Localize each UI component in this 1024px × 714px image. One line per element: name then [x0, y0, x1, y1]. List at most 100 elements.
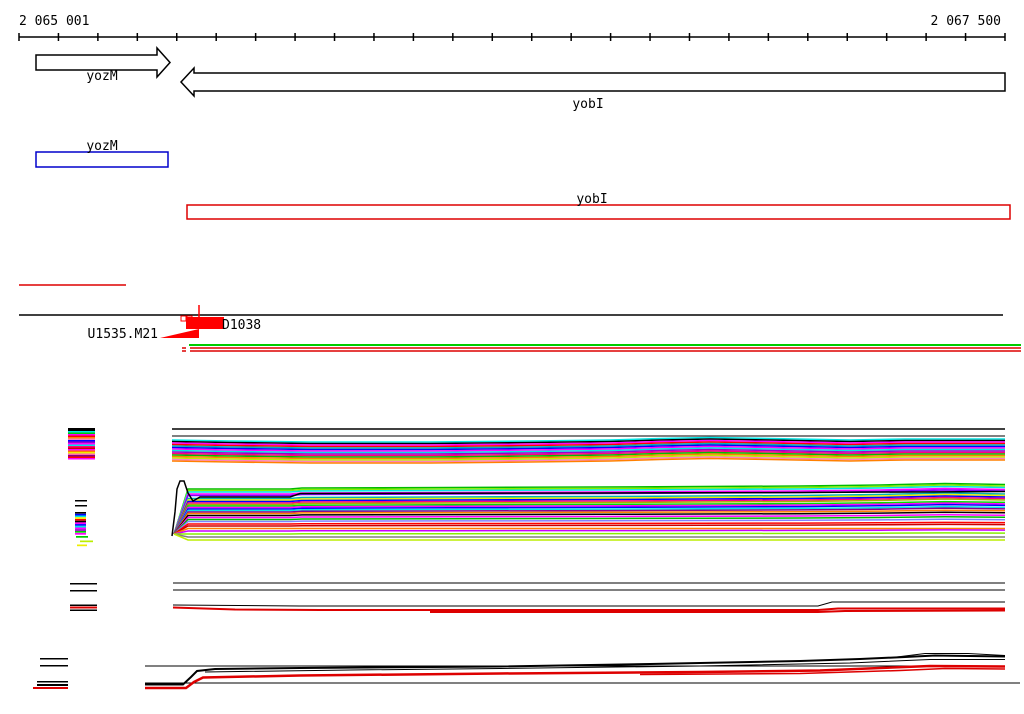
offscale-marker [68, 458, 95, 460]
offscale-marker [68, 428, 95, 430]
offscale-marker [68, 453, 95, 455]
offscale-marker [68, 435, 95, 437]
offscale-marker [75, 529, 86, 531]
profile-line [171, 436, 1005, 443]
profile-line [171, 454, 1005, 461]
profile-line [173, 500, 1006, 535]
probe-d1038-block[interactable] [186, 317, 224, 329]
offscale-marker [68, 455, 95, 457]
offscale-marker [75, 533, 86, 535]
profile-line [171, 451, 1005, 458]
profile-line [173, 493, 1006, 535]
profile-line [171, 439, 1005, 446]
offscale-marker [75, 525, 86, 528]
profile-line [173, 527, 1005, 535]
offscale-marker [75, 500, 87, 502]
offscale-marker [70, 606, 97, 609]
offscale-marker [75, 515, 86, 518]
gene-box-yozM[interactable] [35, 151, 169, 168]
profile-line [173, 533, 1005, 538]
offscale-marker [37, 684, 68, 686]
expression-track-4 [33, 653, 1020, 690]
profile-line [173, 482, 1006, 535]
profile-line [173, 503, 1006, 535]
profile-line [173, 498, 1006, 535]
offscale-marker [68, 443, 95, 445]
profile-line [171, 447, 1005, 454]
probe-u1535-label: U1535.M21 [88, 327, 158, 342]
profile-line [896, 653, 1006, 658]
profile-line [171, 441, 1005, 448]
offscale-marker [75, 517, 86, 519]
yozm-box-label: yozM [86, 139, 117, 154]
offscale-marker [40, 665, 68, 667]
ruler-start-label: 2 065 001 [19, 14, 89, 29]
offscale-marker [70, 583, 97, 585]
profile-line [173, 533, 1005, 541]
offscale-marker [80, 540, 93, 543]
offscale-marker [68, 432, 95, 434]
profile-line [173, 529, 1006, 535]
offscale-marker [75, 505, 87, 507]
offscale-marker [76, 536, 88, 538]
profile-line [145, 654, 1006, 686]
offscale-marker [68, 456, 95, 458]
offscale-marker [68, 440, 95, 442]
profile-line [173, 511, 1006, 535]
profile-line [145, 664, 1006, 690]
profile-line [171, 450, 1005, 457]
profile-line [174, 532, 1006, 535]
gene-box-yobI[interactable] [186, 204, 1011, 220]
offscale-marker [37, 681, 68, 683]
profile-line [204, 659, 1005, 673]
offscale-marker [68, 447, 95, 449]
profile-line [173, 518, 1006, 535]
profile-line [171, 448, 1005, 455]
offscale-marker [75, 520, 86, 523]
offscale-marker [75, 519, 86, 521]
profile-line [173, 507, 1006, 535]
plot-paint-layer [18, 33, 1021, 690]
offscale-marker [75, 522, 86, 525]
profile-line [171, 456, 1005, 463]
offscale-marker [68, 452, 95, 454]
offscale-marker [68, 444, 95, 446]
profile-line [639, 667, 1006, 676]
ruler-end-label: 2 067 500 [931, 14, 1001, 29]
profile-line [172, 606, 1005, 611]
probe-square [186, 315, 193, 322]
offscale-marker [68, 438, 95, 440]
offscale-marker [68, 449, 95, 451]
profile-line [173, 515, 1006, 535]
profile-line [171, 480, 1006, 537]
profile-line [173, 485, 1006, 535]
profile-line [172, 601, 1005, 607]
offscale-marker [75, 527, 86, 530]
expression-track-2 [75, 480, 1006, 547]
offscale-marker [68, 450, 95, 452]
profile-line [173, 521, 1006, 535]
offscale-marker [33, 687, 68, 689]
profile-line [171, 453, 1005, 460]
offscale-marker [40, 658, 68, 660]
gene-arrow-yozM[interactable] [35, 46, 172, 79]
probe-u1535-wedge[interactable] [160, 329, 199, 338]
yobi-box-label: yobI [576, 192, 607, 207]
offscale-marker [75, 513, 86, 516]
profile-line [173, 495, 1006, 535]
offscale-marker [75, 531, 86, 533]
offscale-marker [68, 441, 95, 443]
profile-line [430, 609, 1006, 613]
probe-square [180, 315, 187, 322]
gene-yozm-arrow-label: yozM [86, 69, 117, 84]
probe-d1038-label: D1038 [222, 318, 261, 333]
profile-line [171, 444, 1005, 451]
offscale-marker [70, 604, 97, 606]
coordinate-ruler [18, 33, 1006, 41]
profile-line [173, 523, 1006, 535]
offscale-marker [68, 437, 95, 439]
gene-arrow-yobI[interactable] [179, 66, 1006, 98]
profile-line [173, 505, 1006, 535]
